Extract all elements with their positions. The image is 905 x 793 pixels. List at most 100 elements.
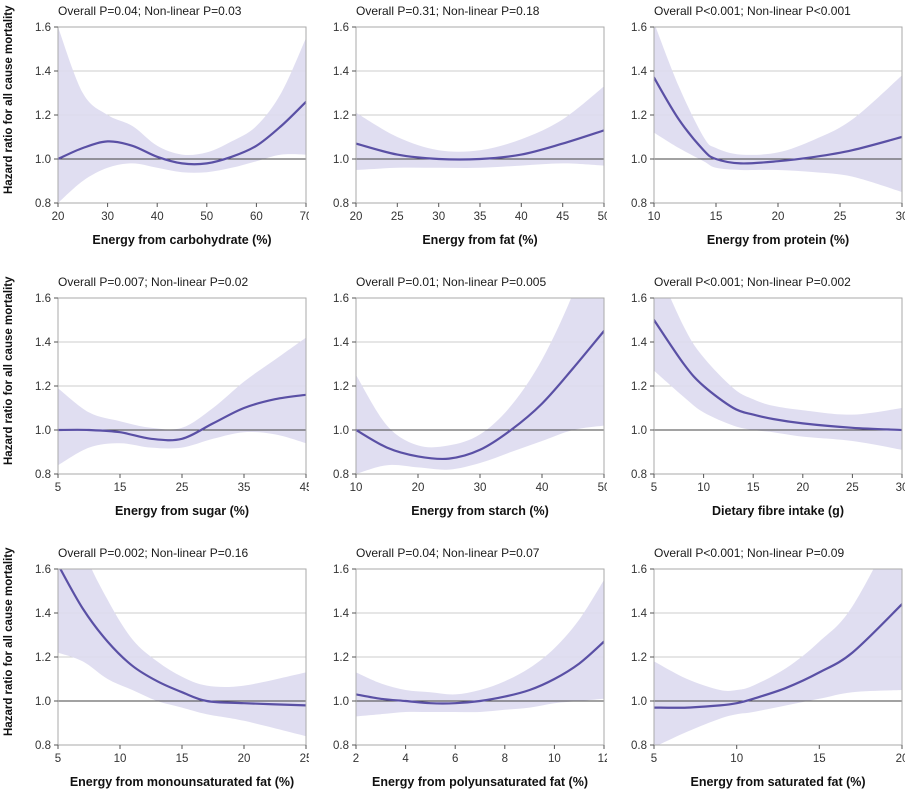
- y-tick-label: 1.0: [35, 425, 51, 437]
- x-tick-label: 20: [412, 482, 425, 494]
- x-axis-label: Energy from sugar (%): [114, 504, 250, 518]
- y-tick-label: 1.6: [333, 564, 349, 576]
- hazard-curve: [58, 100, 306, 166]
- y-tick-label: 0.8: [35, 740, 51, 752]
- y-tick-label: 1.4: [35, 337, 52, 349]
- y-axis-label: Hazard ratio for all cause mortality: [3, 276, 15, 466]
- x-axis-label: Energy from monounsaturated fat (%): [69, 775, 295, 789]
- x-tick-label: 5: [55, 482, 61, 494]
- x-tick-label: 20: [772, 211, 785, 223]
- confidence-band: [654, 27, 902, 192]
- hazard-curve: [654, 76, 902, 165]
- y-tick-label: 1.4: [35, 608, 52, 620]
- y-tick-label: 1.2: [631, 381, 647, 393]
- y-tick-label: 1.2: [333, 110, 349, 122]
- y-tick-label: 0.8: [631, 469, 647, 481]
- x-axis-label: Energy from polyunsaturated fat (%): [372, 775, 588, 789]
- plot-area: 0.8 1.0 1.2 1.4 1.6 5 10 15 20 25: [35, 564, 309, 765]
- hazard-curve: [654, 318, 902, 432]
- x-axis-label: Energy from carbohydrate (%): [92, 233, 272, 247]
- x-tick-label: 40: [151, 211, 164, 223]
- x-tick-label: 5: [651, 482, 657, 494]
- panel-carbohydrate: Hazard ratio for all cause mortality Ove…: [3, 4, 309, 251]
- y-tick-label: 1.0: [333, 425, 349, 437]
- y-tick-label: 1.0: [333, 696, 349, 708]
- x-tick-label: 15: [176, 753, 189, 765]
- x-tick-label: 25: [834, 211, 847, 223]
- y-tick-label: 0.8: [333, 740, 349, 752]
- confidence-band: [654, 298, 902, 450]
- panel-title: Overall P=0.31; Non-linear P=0.18: [356, 4, 540, 18]
- y-tick-label: 1.2: [35, 652, 51, 664]
- figure-row-2: Hazard ratio for all cause mortality Ove…: [0, 275, 905, 522]
- x-tick-label: 10: [114, 753, 127, 765]
- confidence-band: [58, 569, 306, 737]
- x-tick-label: 10: [697, 482, 710, 494]
- plot-area: 0.8 1.0 1.2 1.4 1.6 2 4 6 8 10 12: [333, 564, 607, 765]
- panel-title: Overall P<0.001; Non-linear P=0.002: [654, 275, 851, 289]
- y-tick-label: 0.8: [35, 198, 51, 210]
- y-tick-label: 1.6: [35, 22, 51, 34]
- y-tick-label: 1.4: [631, 608, 648, 620]
- panel-title: Overall P=0.04; Non-linear P=0.07: [356, 546, 540, 560]
- hazard-curve: [59, 569, 306, 707]
- x-tick-label: 30: [896, 211, 905, 223]
- y-tick-label: 1.2: [333, 652, 349, 664]
- panel-starch: Overall P=0.01; Non-linear P=0.005 0.8 1.…: [316, 275, 607, 522]
- panel-saturated-fat: Overall P<0.001; Non-linear P=0.09 0.8 1.…: [614, 546, 905, 793]
- x-tick-label: 25: [176, 482, 189, 494]
- panel-fibre: Overall P<0.001; Non-linear P=0.002 0.8 1…: [614, 275, 905, 522]
- x-axis-label: Energy from starch (%): [411, 504, 549, 518]
- y-axis-label: Hazard ratio for all cause mortality: [3, 547, 15, 737]
- x-axis-label: Energy from protein (%): [706, 233, 850, 247]
- x-tick-label: 45: [300, 482, 309, 494]
- y-tick-label: 1.2: [35, 381, 51, 393]
- x-tick-label: 40: [536, 482, 549, 494]
- panel-title: Overall P=0.04; Non-linear P=0.03: [58, 4, 242, 18]
- y-tick-label: 1.0: [35, 154, 51, 166]
- x-tick-label: 50: [598, 211, 607, 223]
- y-tick-label: 1.6: [35, 293, 51, 305]
- confidence-band: [654, 569, 902, 745]
- x-tick-label: 70: [300, 211, 309, 223]
- hazard-curve: [356, 329, 604, 461]
- y-tick-label: 1.4: [333, 337, 350, 349]
- hazard-curve: [654, 603, 902, 709]
- x-tick-label: 60: [250, 211, 263, 223]
- plot-area: 0.8 1.0 1.2 1.4 1.6 5 10 15 20: [631, 564, 905, 765]
- plot-area: 0.8 1.0 1.2 1.4 1.6 20 25 30 35 40 45 50: [333, 22, 607, 223]
- x-tick-label: 8: [502, 753, 508, 765]
- y-tick-label: 1.4: [333, 66, 350, 78]
- x-tick-label: 10: [648, 211, 661, 223]
- y-tick-label: 0.8: [35, 469, 51, 481]
- x-tick-label: 30: [896, 482, 905, 494]
- x-tick-label: 15: [710, 211, 723, 223]
- panel-monounsaturated-fat: Hazard ratio for all cause mortality Ove…: [3, 546, 309, 793]
- panel-protein: Overall P<0.001; Non-linear P<0.001 0.8 1…: [614, 4, 905, 251]
- panel-title: Overall P<0.001; Non-linear P<0.001: [654, 4, 851, 18]
- y-axis-label: Hazard ratio for all cause mortality: [3, 5, 15, 195]
- y-tick-label: 1.4: [631, 337, 648, 349]
- y-tick-label: 1.2: [631, 110, 647, 122]
- panel-polyunsaturated-fat: Overall P=0.04; Non-linear P=0.07 0.8 1.0…: [316, 546, 607, 793]
- x-tick-label: 30: [432, 211, 445, 223]
- x-tick-label: 5: [55, 753, 61, 765]
- x-tick-label: 6: [452, 753, 458, 765]
- hazard-curve: [58, 393, 306, 442]
- x-tick-label: 15: [114, 482, 127, 494]
- hazard-curve: [356, 640, 604, 705]
- x-tick-label: 25: [391, 211, 404, 223]
- x-tick-label: 12: [598, 753, 607, 765]
- figure-row-1: Hazard ratio for all cause mortality Ove…: [0, 4, 905, 251]
- y-tick-label: 1.6: [631, 564, 647, 576]
- x-tick-label: 20: [350, 211, 363, 223]
- panel-title: Overall P=0.002; Non-linear P=0.16: [58, 546, 249, 560]
- y-tick-label: 1.0: [35, 696, 51, 708]
- y-tick-label: 0.8: [333, 469, 349, 481]
- x-tick-label: 50: [598, 482, 607, 494]
- plot-area: 0.8 1.0 1.2 1.4 1.6 5 15 25 35 45: [35, 293, 309, 494]
- y-tick-label: 1.6: [35, 564, 51, 576]
- y-tick-label: 1.4: [333, 608, 350, 620]
- y-tick-label: 1.0: [333, 154, 349, 166]
